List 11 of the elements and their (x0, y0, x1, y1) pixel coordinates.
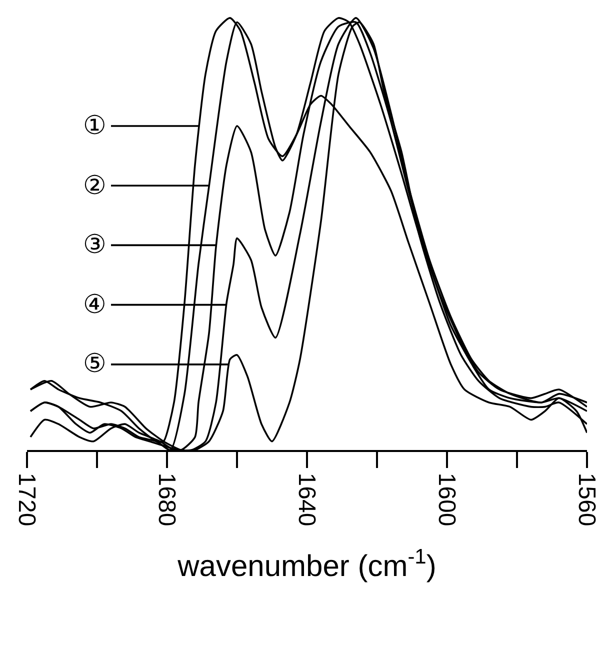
x-tick-label: 1600 (433, 472, 460, 526)
legend-label: ③ (83, 230, 106, 260)
legend-label: ① (83, 111, 106, 141)
legend-label: ② (83, 171, 106, 201)
x-tick-label: 1680 (153, 472, 180, 526)
x-tick-label: 1640 (293, 472, 320, 526)
x-tick-label: 1720 (13, 472, 40, 526)
legend-label: ⑤ (83, 349, 106, 379)
x-tick-label: 1560 (573, 472, 600, 526)
legend-label: ④ (83, 290, 106, 320)
x-axis-title: wavenumber (cm$^{-1}$) (176, 546, 436, 584)
